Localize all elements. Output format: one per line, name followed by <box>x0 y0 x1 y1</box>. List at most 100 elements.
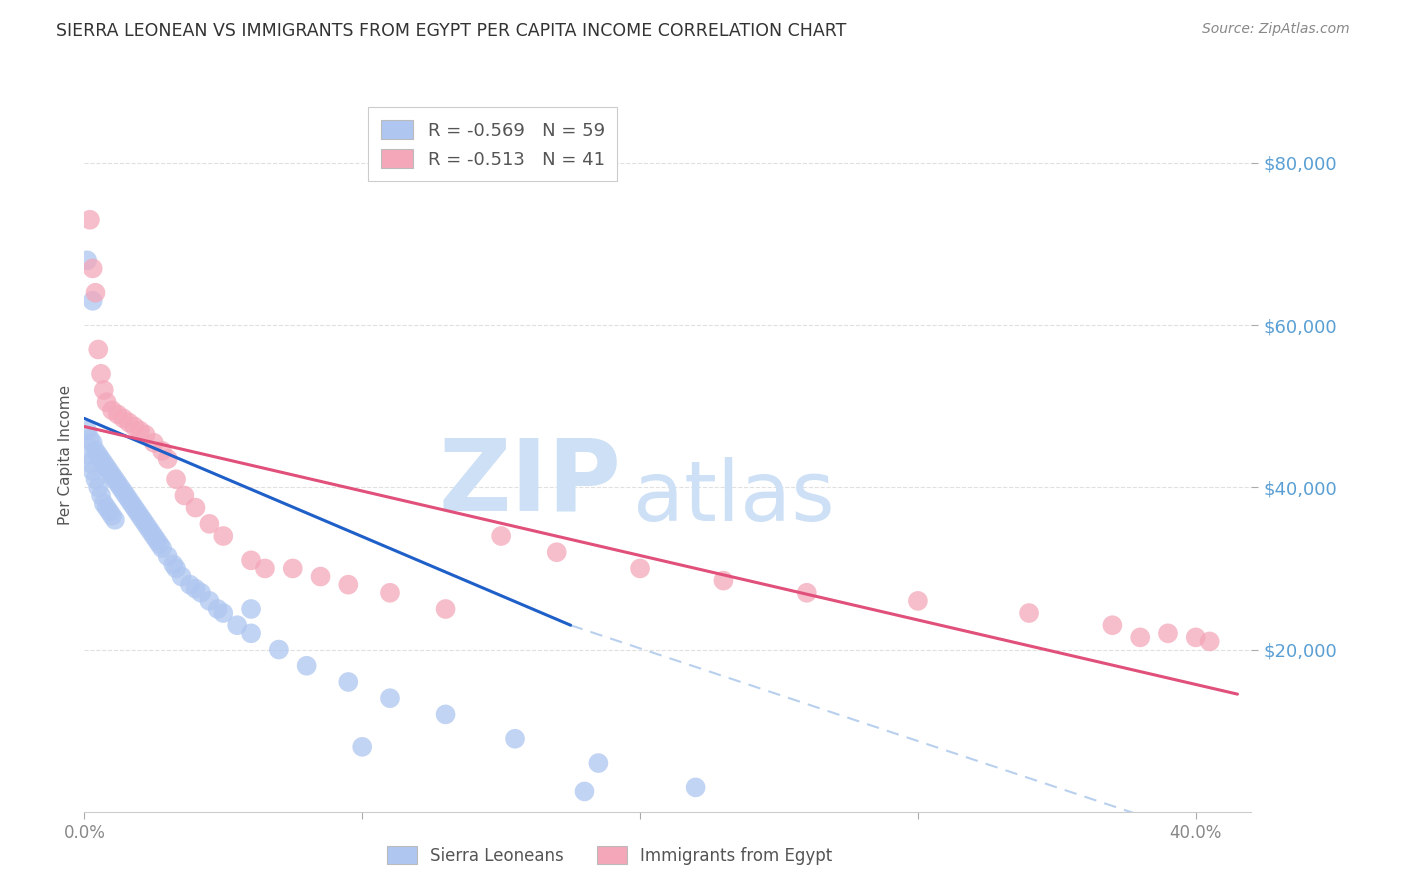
Point <box>150 541 173 556</box>
Point <box>134 427 156 442</box>
Point <box>134 516 156 531</box>
Point <box>184 582 207 596</box>
Point <box>129 424 152 438</box>
Point <box>212 606 235 620</box>
Point <box>281 561 304 575</box>
Point <box>212 529 235 543</box>
Point <box>96 395 118 409</box>
Point <box>98 464 121 478</box>
Point <box>240 602 263 616</box>
Point <box>107 476 129 491</box>
Point <box>76 253 98 268</box>
Point <box>101 403 124 417</box>
Point <box>101 468 124 483</box>
Point <box>142 529 165 543</box>
Point <box>796 586 818 600</box>
Point <box>82 435 104 450</box>
Point <box>115 488 138 502</box>
Point <box>84 443 107 458</box>
Point <box>574 784 596 798</box>
Point <box>685 780 707 795</box>
Point <box>179 577 201 591</box>
Point <box>190 586 212 600</box>
Point <box>76 448 98 462</box>
Point <box>198 516 221 531</box>
Point <box>1129 631 1152 645</box>
Point <box>337 577 360 591</box>
Point <box>124 500 146 515</box>
Point <box>198 594 221 608</box>
Text: atlas: atlas <box>633 458 835 538</box>
Point <box>148 537 170 551</box>
Point <box>84 285 107 300</box>
Legend: Sierra Leoneans, Immigrants from Egypt: Sierra Leoneans, Immigrants from Egypt <box>377 836 842 875</box>
Point <box>309 569 332 583</box>
Point <box>104 472 127 486</box>
Point <box>226 618 249 632</box>
Point <box>434 602 457 616</box>
Point <box>129 508 152 523</box>
Point <box>546 545 568 559</box>
Point <box>127 505 149 519</box>
Point <box>628 561 651 575</box>
Point <box>87 480 110 494</box>
Point <box>378 691 401 706</box>
Point <box>136 521 159 535</box>
Point <box>110 480 132 494</box>
Text: Source: ZipAtlas.com: Source: ZipAtlas.com <box>1202 22 1350 37</box>
Point <box>503 731 526 746</box>
Point <box>156 452 179 467</box>
Text: SIERRA LEONEAN VS IMMIGRANTS FROM EGYPT PER CAPITA INCOME CORRELATION CHART: SIERRA LEONEAN VS IMMIGRANTS FROM EGYPT … <box>56 22 846 40</box>
Point <box>713 574 735 588</box>
Point <box>352 739 374 754</box>
Point <box>84 472 107 486</box>
Point <box>112 484 135 499</box>
Point <box>184 500 207 515</box>
Point <box>121 497 143 511</box>
Point <box>87 343 110 357</box>
Point <box>240 553 263 567</box>
Point <box>82 261 104 276</box>
Point <box>378 586 401 600</box>
Point <box>156 549 179 564</box>
Point <box>434 707 457 722</box>
Point <box>93 456 115 470</box>
Point <box>139 524 162 539</box>
Point <box>82 293 104 308</box>
Point <box>489 529 512 543</box>
Point <box>253 561 276 575</box>
Point <box>124 419 146 434</box>
Point <box>150 443 173 458</box>
Point <box>207 602 229 616</box>
Point <box>90 452 112 467</box>
Point <box>588 756 610 770</box>
Point <box>1198 634 1220 648</box>
Point <box>240 626 263 640</box>
Point <box>162 558 184 572</box>
Point <box>90 488 112 502</box>
Point <box>1018 606 1040 620</box>
Point <box>145 533 167 547</box>
Point <box>165 561 187 575</box>
Point <box>93 383 115 397</box>
Point <box>82 464 104 478</box>
Point <box>87 448 110 462</box>
Point <box>1184 631 1206 645</box>
Point <box>101 508 124 523</box>
Point <box>118 492 141 507</box>
Point <box>112 411 135 425</box>
Text: ZIP: ZIP <box>439 435 621 532</box>
Point <box>96 500 118 515</box>
Point <box>93 497 115 511</box>
Point <box>132 513 155 527</box>
Point <box>79 432 101 446</box>
Point <box>90 367 112 381</box>
Point <box>1101 618 1123 632</box>
Point <box>107 408 129 422</box>
Point <box>337 675 360 690</box>
Point <box>96 460 118 475</box>
Point <box>79 212 101 227</box>
Point <box>76 424 98 438</box>
Point <box>1157 626 1180 640</box>
Point <box>118 416 141 430</box>
